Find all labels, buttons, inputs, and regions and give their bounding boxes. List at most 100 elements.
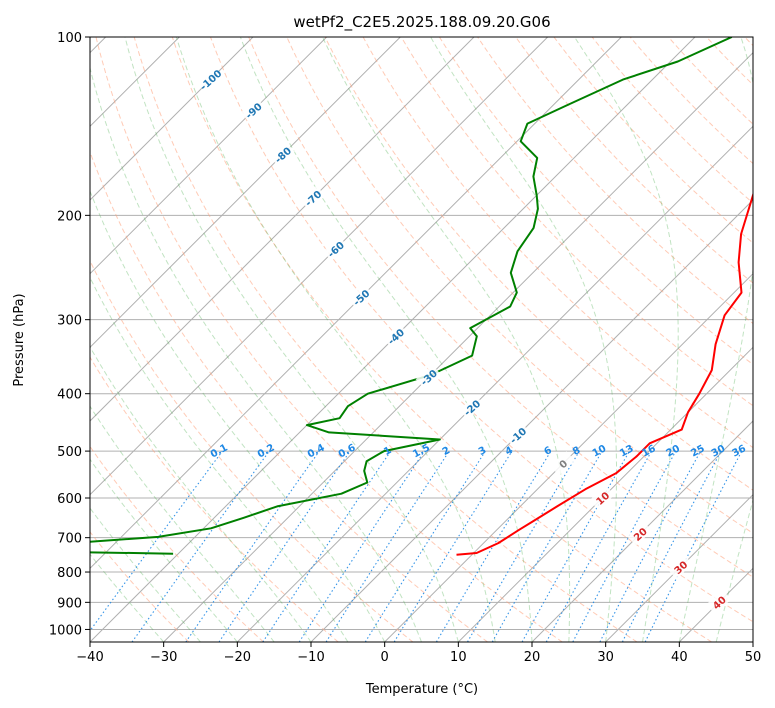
- isotherm-line: [90, 37, 328, 275]
- moist-adiabat: [90, 507, 201, 642]
- chart-title: wetPf2_C2E5.2025.188.09.20.G06: [293, 13, 550, 32]
- isotherm-line: [457, 346, 753, 642]
- dry-adiabat: [362, 37, 753, 449]
- y-tick-label: 900: [57, 596, 82, 611]
- y-tick-label: 1000: [49, 623, 82, 638]
- mixing-ratio-line: [298, 450, 425, 642]
- isotherm-label-bg: [667, 554, 693, 579]
- y-tick-label: 700: [57, 532, 82, 547]
- isotherm-label-bg: [706, 589, 732, 615]
- moist-adiabat: [90, 458, 238, 642]
- y-tick-label: 800: [57, 566, 82, 581]
- dry-adiabat: [286, 37, 753, 534]
- isotherm-label-bg: [627, 521, 653, 546]
- isotherm-line: [678, 567, 753, 642]
- mixing-ratio-line: [599, 450, 701, 642]
- mixing-ratio-line: [364, 450, 486, 642]
- x-tick-label: −30: [150, 650, 177, 665]
- isotherm-line: [384, 272, 753, 642]
- plot-area: 0.1 0.2 0.4 0.6 1 1.5 2 3 4 6 8 10 13 16 20 25 30 36-100-…: [90, 37, 753, 642]
- isotherm-label-bg: [550, 451, 576, 476]
- profile-series: [90, 37, 753, 556]
- mixing-ratio-line: [185, 450, 320, 642]
- isotherm-label-bg: [300, 185, 326, 210]
- isotherm-label-bg: [589, 485, 615, 510]
- dry-adiabat: [90, 445, 264, 642]
- dry-adiabat: [591, 37, 753, 204]
- y-axis-label: Pressure (hPa): [12, 293, 27, 386]
- moist-adiabat: [678, 37, 753, 642]
- moist-adiabat: [90, 553, 165, 642]
- moist-adiabat: [239, 37, 533, 642]
- y-tick-label: 100: [57, 31, 82, 46]
- dry-adiabat: [90, 259, 414, 642]
- mixing-ratio-lines: [90, 450, 743, 642]
- x-tick-label: 10: [450, 650, 467, 665]
- isobar-grid: [90, 37, 753, 630]
- dry-adiabat: [400, 37, 753, 407]
- mixing-ratio-label: 36: [731, 443, 748, 459]
- y-tick-label: 300: [57, 314, 82, 329]
- mixing-ratio-label: 20: [664, 443, 681, 459]
- mixing-ratio-line: [491, 450, 603, 642]
- dry-adiabats: [90, 37, 753, 642]
- dry-adiabat: [90, 356, 339, 642]
- mixing-ratio-label: 8: [571, 445, 582, 458]
- isotherm-label-bg: [197, 67, 223, 92]
- dry-adiabat: [95, 37, 563, 642]
- dry-adiabat: [90, 531, 190, 642]
- mixing-ratio-line: [572, 450, 677, 642]
- mixing-ratio-line: [262, 450, 392, 642]
- y-tick-label: 500: [57, 445, 82, 460]
- isotherm-label-bg: [269, 142, 295, 167]
- mixing-ratio-line: [435, 450, 552, 642]
- dry-adiabat: [248, 37, 753, 578]
- mixing-ratio-line: [467, 450, 580, 642]
- mixing-ratio-line: [621, 450, 722, 642]
- isotherm-label-bg: [322, 236, 348, 261]
- dry-adiabat: [324, 37, 753, 491]
- mixing-ratio-label: 30: [710, 443, 727, 459]
- moist-adiabat: [90, 65, 422, 642]
- moist-adiabat: [90, 276, 349, 642]
- isotherm-label-bg: [348, 284, 374, 310]
- mixing-ratio-line: [131, 450, 270, 642]
- y-tick-label: 400: [57, 388, 82, 403]
- x-tick-label: 50: [745, 650, 762, 665]
- y-axis-ticks: 100 200 300 400 500 600 700 800 900 1000: [49, 31, 90, 638]
- isotherm-line: [605, 493, 753, 642]
- mixing-ratio-label: 0.6: [337, 442, 358, 460]
- isotherm-label-bg: [240, 97, 266, 123]
- grid-labels: 0.1 0.2 0.4 0.6 1 1.5 2 3 4 6 8 10 13 16 20 25 30 36-100-…: [197, 67, 748, 615]
- isotherm-label-bg: [504, 422, 530, 447]
- dry-adiabat: [553, 37, 753, 244]
- x-tick-label: 30: [597, 650, 614, 665]
- dry-adiabat: [171, 37, 712, 642]
- mixing-ratio-label: 0.4: [306, 442, 327, 460]
- dry-adiabat: [744, 37, 753, 47]
- mixing-ratio-line: [218, 450, 351, 642]
- moist-adiabat: [175, 37, 496, 642]
- isotherm-line: [90, 37, 254, 201]
- isotherm-label-bg: [415, 364, 441, 389]
- mixing-ratio-label: 10: [591, 443, 608, 459]
- mixing-ratio-label: 13: [618, 443, 635, 459]
- plot-frame: [89, 36, 754, 643]
- moist-adiabat: [574, 37, 679, 642]
- y-tick-label: 200: [57, 209, 82, 224]
- mixing-ratio-label: 6: [542, 445, 553, 458]
- x-tick-label: −10: [297, 650, 324, 665]
- isotherm-label-bg: [382, 323, 408, 349]
- moist-adiabats: [90, 37, 753, 642]
- isotherm-line: [90, 37, 401, 349]
- isotherm-line: [90, 37, 475, 422]
- x-tick-label: −20: [224, 650, 251, 665]
- x-axis-label: Temperature (°C): [365, 682, 478, 697]
- mixing-ratio-line: [325, 450, 450, 642]
- dewpoint-profile: [90, 37, 733, 555]
- dry-adiabat: [438, 37, 753, 366]
- moist-adiabat: [715, 498, 753, 642]
- isotherm-label: -100: [198, 68, 224, 93]
- isotherm-label-bg: [458, 394, 485, 420]
